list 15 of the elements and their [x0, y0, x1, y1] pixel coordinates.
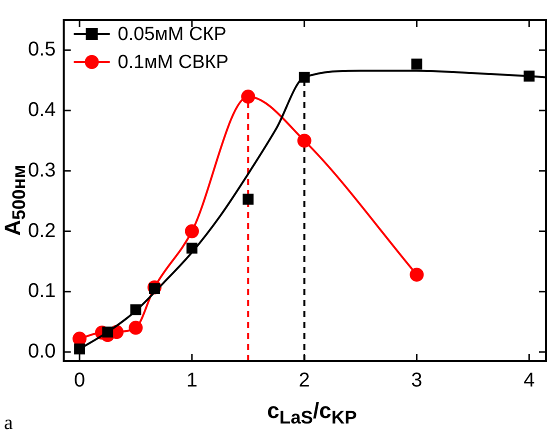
y-tick-label: 0.4: [28, 99, 56, 122]
y-tick-label: 0.5: [28, 38, 56, 61]
x-tick-label: 4: [524, 370, 535, 392]
y-tick-label: 0.2: [28, 220, 56, 242]
legend-label: 0.1мМ СВКР: [118, 52, 229, 74]
x-tick-label: 2: [298, 370, 310, 392]
x-tick-label: 1: [186, 370, 198, 392]
y-tick-label: 0.0: [28, 340, 56, 362]
legend-label: 0.05мМ СКР: [118, 24, 226, 46]
x-tick-label: 0: [74, 370, 86, 392]
y-tick-label: 0.3: [28, 159, 56, 182]
x-axis-title: c$_{LaS}$/c$_{KP}$: [267, 398, 357, 428]
text: a: [4, 412, 13, 435]
y-tick-label: 0.1: [28, 280, 56, 302]
x-tick-label: 3: [411, 370, 422, 392]
